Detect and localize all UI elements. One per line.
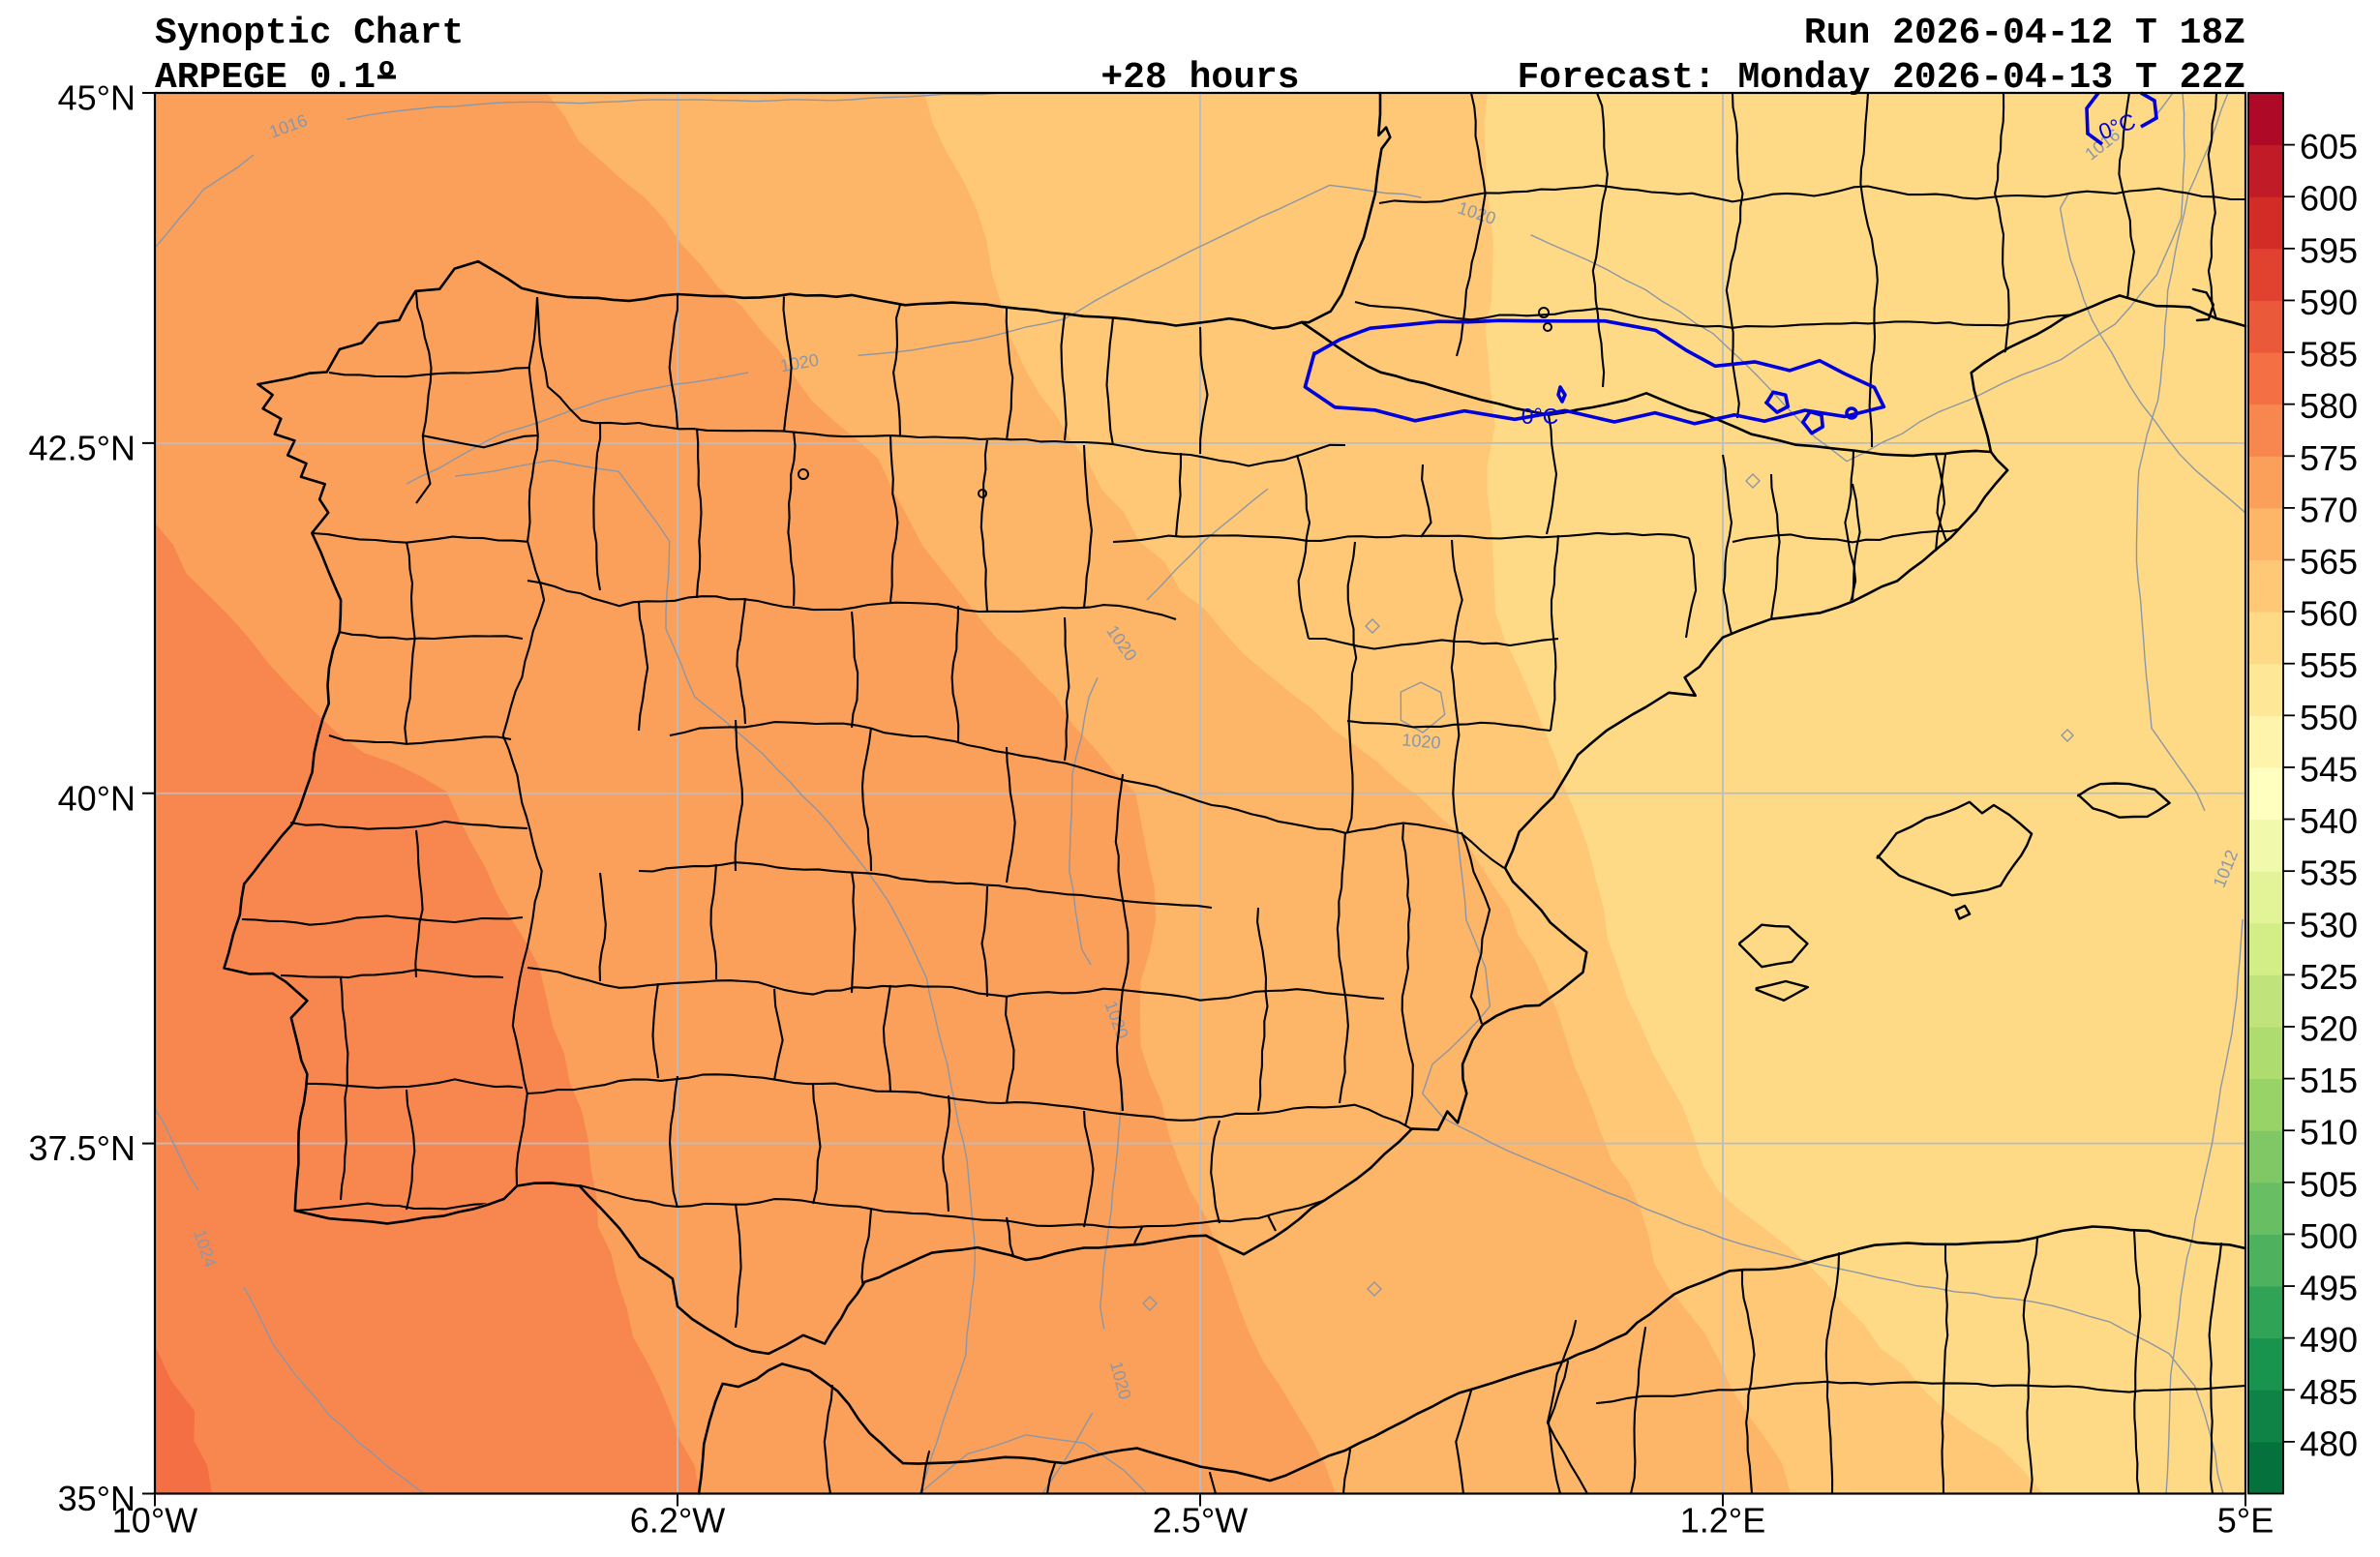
svg-text:Run 2026-04-12 T 18Z: Run 2026-04-12 T 18Z bbox=[1804, 13, 2245, 54]
svg-text:565: 565 bbox=[2300, 542, 2358, 582]
svg-text:595: 595 bbox=[2300, 230, 2358, 270]
svg-text:Forecast: Monday 2026-04-13 T: Forecast: Monday 2026-04-13 T 22Z bbox=[1517, 57, 2245, 99]
svg-text:490: 490 bbox=[2300, 1320, 2358, 1360]
svg-text:525: 525 bbox=[2300, 957, 2358, 997]
svg-text:515: 515 bbox=[2300, 1061, 2358, 1100]
svg-text:2.5°W: 2.5°W bbox=[1153, 1501, 1248, 1541]
svg-text:540: 540 bbox=[2300, 801, 2358, 841]
svg-text:560: 560 bbox=[2300, 594, 2358, 634]
svg-text:580: 580 bbox=[2300, 386, 2358, 426]
svg-text:1020: 1020 bbox=[1401, 730, 1442, 752]
svg-text:585: 585 bbox=[2300, 335, 2358, 374]
svg-text:495: 495 bbox=[2300, 1269, 2358, 1308]
svg-text:555: 555 bbox=[2300, 645, 2358, 685]
svg-text:505: 505 bbox=[2300, 1164, 2358, 1204]
svg-text:520: 520 bbox=[2300, 1009, 2358, 1049]
svg-text:575: 575 bbox=[2300, 438, 2358, 478]
svg-text:35°N: 35°N bbox=[58, 1479, 136, 1518]
svg-text:500: 500 bbox=[2300, 1216, 2358, 1256]
svg-text:ARPEGE 0.1º: ARPEGE 0.1º bbox=[155, 57, 398, 99]
svg-text:480: 480 bbox=[2300, 1423, 2358, 1463]
svg-text:Synoptic Chart: Synoptic Chart bbox=[155, 13, 464, 54]
svg-text:42.5°N: 42.5°N bbox=[29, 428, 136, 467]
svg-text:550: 550 bbox=[2300, 698, 2358, 737]
svg-text:605: 605 bbox=[2300, 127, 2358, 166]
svg-text:+28 hours: +28 hours bbox=[1100, 57, 1299, 99]
svg-text:545: 545 bbox=[2300, 749, 2358, 789]
svg-text:485: 485 bbox=[2300, 1372, 2358, 1412]
svg-text:530: 530 bbox=[2300, 905, 2358, 944]
svg-text:5°E: 5°E bbox=[2217, 1501, 2274, 1541]
svg-text:590: 590 bbox=[2300, 283, 2358, 322]
svg-text:40°N: 40°N bbox=[58, 778, 136, 818]
svg-text:535: 535 bbox=[2300, 853, 2358, 893]
svg-text:0°C: 0°C bbox=[1521, 404, 1559, 429]
svg-text:37.5°N: 37.5°N bbox=[29, 1128, 136, 1168]
svg-text:600: 600 bbox=[2300, 179, 2358, 219]
svg-text:10°W: 10°W bbox=[112, 1501, 197, 1541]
svg-text:6.2°W: 6.2°W bbox=[630, 1501, 725, 1541]
svg-text:570: 570 bbox=[2300, 490, 2358, 529]
svg-text:510: 510 bbox=[2300, 1113, 2358, 1153]
svg-text:45°N: 45°N bbox=[58, 78, 136, 118]
svg-text:1.2°E: 1.2°E bbox=[1680, 1501, 1765, 1541]
